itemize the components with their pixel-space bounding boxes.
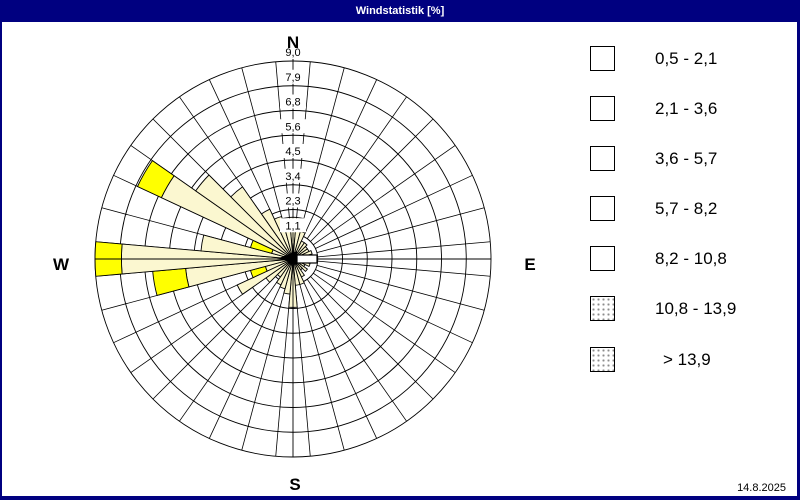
legend-label: 10,8 - 13,9	[655, 298, 737, 318]
grid-spoke	[310, 118, 434, 242]
legend-item: 10,8 - 13,9	[590, 295, 736, 322]
tick-label-backing	[280, 94, 306, 109]
grid-spoke	[310, 276, 434, 400]
arrow-shaft	[296, 254, 318, 264]
grid-spoke	[275, 283, 292, 457]
wind-direction-arrow	[279, 251, 318, 265]
wind-petal-segment-260-class2	[152, 267, 190, 296]
wind-petal-segment-330-class1	[260, 208, 294, 260]
grid-spoke	[294, 283, 311, 457]
legend-label: 5,7 - 8,2	[655, 198, 718, 218]
grid-spoke	[317, 260, 491, 277]
grid-spoke	[303, 281, 378, 439]
legend-item: > 13,9	[590, 346, 711, 373]
radial-tick-label: 6,8	[285, 97, 300, 109]
legend-label: > 13,9	[663, 349, 711, 369]
legend-swatch-class3	[590, 146, 615, 171]
grid-spoke	[306, 96, 407, 239]
compass-label-s: S	[289, 475, 300, 494]
grid-spoke	[299, 282, 345, 451]
wind-petal-segment-240-class1	[236, 258, 294, 295]
grid-spoke	[152, 276, 276, 400]
radial-tick-label: 7,9	[285, 72, 300, 84]
grid-spoke	[313, 145, 456, 246]
grid-spoke	[315, 269, 473, 344]
window-border-bottom	[0, 496, 800, 500]
wind-petals	[94, 159, 313, 308]
grid-spoke	[299, 67, 345, 236]
wind-petal-segment-320-class1	[230, 186, 294, 260]
wind-petal-segment-310-class1	[195, 174, 294, 260]
tick-label-backing	[280, 69, 306, 84]
radial-tick-labels: 1,1 2,3 3,4 4,5 5,6 6,8 7,9 9,0	[280, 45, 306, 233]
legend-item: 0,5 - 2,1	[590, 45, 717, 72]
legend-item: 2,1 - 3,6	[590, 95, 717, 122]
radial-tick-label: 3,4	[285, 171, 300, 183]
grid-spoke	[179, 279, 280, 422]
legend-swatch-class4	[590, 196, 615, 221]
legend-label: 8,2 - 10,8	[655, 248, 727, 268]
legend-item: 3,6 - 5,7	[590, 145, 717, 172]
grid-spoke	[303, 79, 378, 237]
legend-swatch-class5	[590, 246, 615, 271]
radial-tick-label: 9,0	[285, 47, 300, 59]
legend-item: 8,2 - 10,8	[590, 245, 727, 272]
grid-spoke	[306, 279, 407, 422]
legend-item: 5,7 - 8,2	[590, 195, 717, 222]
radial-tick-label: 2,3	[285, 196, 300, 208]
legend-label: 2,1 - 3,6	[655, 98, 718, 118]
grid-spoke	[313, 272, 456, 373]
radial-tick-label: 4,5	[285, 146, 300, 158]
wind-petal-segment-340-class1	[273, 215, 294, 260]
window-title: Windstatistik [%]	[355, 5, 445, 17]
wind-petal-segment-300-class2	[136, 159, 175, 199]
legend-swatch-class7	[590, 347, 615, 372]
grid-spoke	[316, 207, 485, 253]
legend-label: 3,6 - 5,7	[655, 148, 718, 168]
grid-spoke	[316, 265, 485, 311]
grid-spoke	[315, 174, 473, 249]
tick-label-backing	[280, 168, 306, 183]
date-label: 14.8.2025	[737, 482, 786, 494]
grid-spoke	[241, 282, 287, 451]
title-bar[interactable]: Windstatistik [%]	[0, 0, 800, 22]
tick-label-backing	[280, 193, 306, 208]
compass-label-w: W	[53, 255, 70, 274]
tick-label-backing	[280, 144, 306, 158]
legend-swatch-class1	[590, 46, 615, 71]
grid-spoke	[317, 241, 491, 258]
compass-label-n: N	[287, 33, 299, 52]
radial-tick-label: 5,6	[285, 121, 300, 133]
grid-spoke	[241, 67, 287, 236]
window-border-left	[0, 0, 2, 500]
tick-label-backing	[280, 119, 306, 134]
arrow-head	[279, 251, 297, 265]
legend-label: 0,5 - 2,1	[655, 48, 718, 68]
grid-spoke	[208, 281, 283, 439]
wind-rose-chart: 1,1 2,3 3,4 4,5 5,6 6,8 7,9 9,0 N S W E	[53, 33, 536, 494]
tick-label-backing	[280, 218, 306, 233]
tick-label-backing	[280, 45, 306, 59]
legend-swatch-class6	[590, 296, 615, 321]
radial-tick-label: 1,1	[285, 220, 300, 232]
compass-label-e: E	[524, 255, 535, 274]
window-border-right	[797, 0, 800, 500]
legend-swatch-class2	[590, 96, 615, 121]
